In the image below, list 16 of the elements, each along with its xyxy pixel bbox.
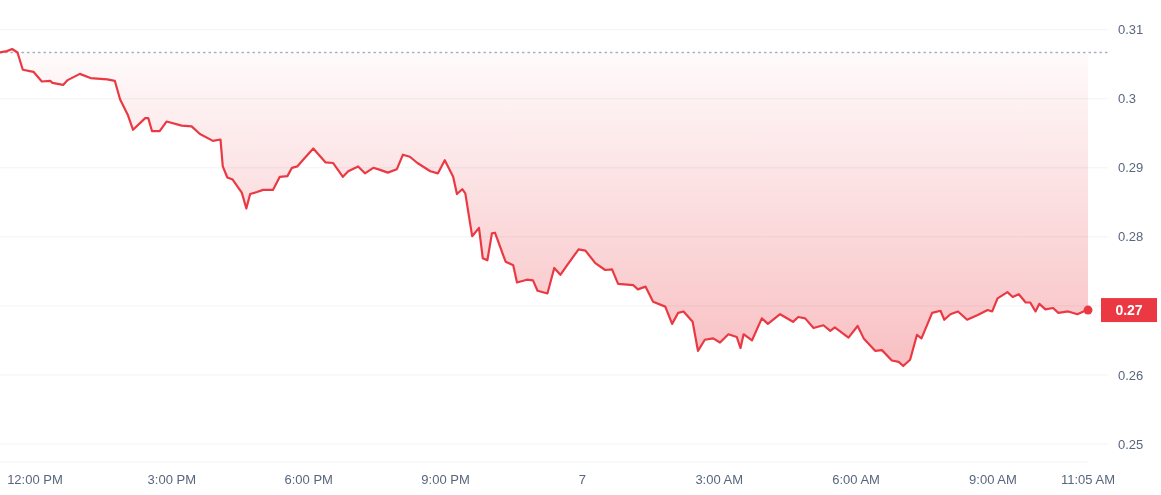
y-tick-label: 0.29 xyxy=(1118,160,1144,176)
x-tick-label: 9:00 PM xyxy=(421,472,470,487)
x-tick-label: 7 xyxy=(578,472,587,487)
y-tick-label: 0.3 xyxy=(1118,91,1137,107)
x-tick-label: 3:00 PM xyxy=(147,472,197,487)
x-tick-label: 12:00 PM xyxy=(7,472,63,487)
y-tick-label: 0.25 xyxy=(1118,436,1144,452)
x-tick-label: 3:00 AM xyxy=(695,472,744,487)
y-tick-label: 0.26 xyxy=(1118,367,1144,383)
y-tick-label: 0.28 xyxy=(1118,229,1144,245)
annotation: 0.27 xyxy=(1115,301,1143,318)
x-tick-label: 6:00 AM xyxy=(832,472,880,487)
x-tick-label: 11:05 AM xyxy=(1061,472,1115,487)
x-tick-label: 6:00 PM xyxy=(284,472,333,487)
x-tick-label: 9:00 AM xyxy=(969,472,1017,487)
y-tick-label: 0.31 xyxy=(1118,22,1144,38)
